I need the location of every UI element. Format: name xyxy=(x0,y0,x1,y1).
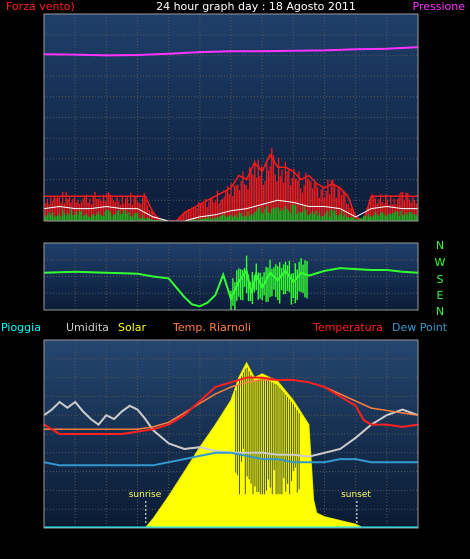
compass-letter-s: S xyxy=(437,273,444,286)
direction-panel-border xyxy=(43,242,419,311)
pressure-series xyxy=(44,46,418,57)
temp-riarnoli-series xyxy=(44,379,418,431)
wind-panel-plot xyxy=(44,46,418,221)
solar-cloud-dips xyxy=(235,367,300,495)
wind-axis-title: Forza vento) xyxy=(6,0,75,13)
wind-panel-border xyxy=(43,13,419,222)
sunset-label: sunset xyxy=(341,490,371,500)
legend-umidita: Umidita xyxy=(66,321,109,334)
legend-solar: Solar xyxy=(118,321,147,334)
direction-panel-plot xyxy=(44,255,418,310)
wind-speed-series xyxy=(44,199,418,221)
legend-temp-riarnoli: Temp. Riarnoli xyxy=(172,321,251,334)
legend-pioggia: Pioggia xyxy=(1,321,41,334)
pressure-axis-title: Pressione xyxy=(413,0,466,13)
compass-letter-e: E xyxy=(437,289,444,302)
legend-dew-point: Dew Point xyxy=(392,321,448,334)
legend-temperatura: Temperatura xyxy=(312,321,383,334)
humidity-series xyxy=(44,400,418,458)
solar-series xyxy=(44,361,418,528)
temperature-series xyxy=(44,376,418,435)
compass-letter-n-bottom: N xyxy=(436,305,444,318)
climate-panel-plot xyxy=(44,361,418,528)
wind-direction-spikes xyxy=(230,255,308,310)
page-title: 24 hour graph day : 18 Agosto 2011 xyxy=(156,0,356,13)
wind-gust-outline xyxy=(44,153,418,221)
dew-point-series xyxy=(44,451,418,467)
climate-panel-border xyxy=(43,339,419,529)
compass-letter-w: W xyxy=(435,256,446,269)
sunrise-label: sunrise xyxy=(129,490,162,500)
compass-letter-n-top: N xyxy=(436,239,444,252)
